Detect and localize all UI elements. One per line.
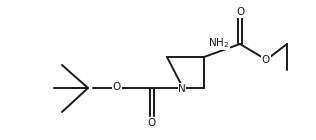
- Text: O: O: [237, 7, 245, 17]
- Text: NH$_2$: NH$_2$: [209, 36, 229, 50]
- Text: N: N: [178, 84, 186, 94]
- Text: O: O: [148, 118, 156, 128]
- Text: O: O: [113, 82, 121, 92]
- Text: O: O: [262, 55, 270, 65]
